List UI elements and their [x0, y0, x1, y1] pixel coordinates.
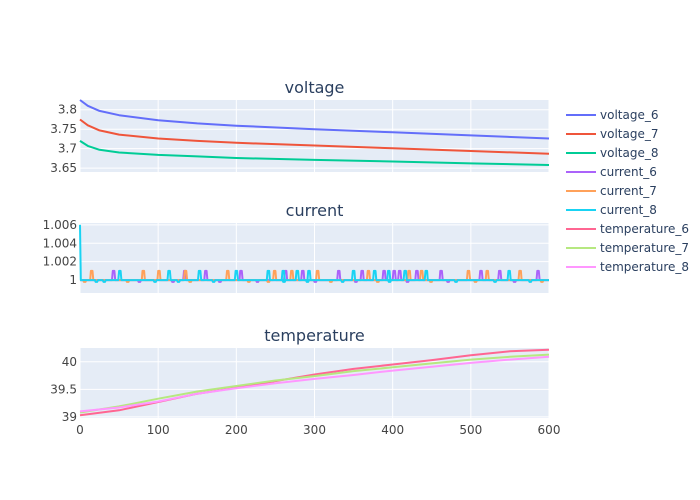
y-tick-label: 3.65 [50, 161, 77, 175]
legend-label: current_8 [600, 203, 657, 217]
legend-item-temperature_7[interactable]: temperature_7 [566, 241, 689, 255]
legend-label: voltage_8 [600, 146, 658, 160]
x-tick-label: 500 [459, 423, 482, 437]
series-line-voltage_7[interactable] [79, 118, 550, 155]
subplots: 3.65 3.7 3.75 3.8 voltage 1 1.002 1.004 1.006 cur… [43, 78, 561, 437]
legend-label: temperature_8 [600, 260, 689, 274]
x-tick-label: 100 [147, 423, 170, 437]
y-tick-label: 39 [62, 410, 77, 424]
legend-item-current_8[interactable]: current_8 [566, 203, 657, 217]
legend-item-temperature_6[interactable]: temperature_6 [566, 222, 689, 236]
legend-label: voltage_6 [600, 108, 658, 122]
y-tick-label: 1 [69, 273, 77, 287]
legend-label: current_7 [600, 184, 657, 198]
series-line-current_8[interactable] [79, 224, 549, 283]
legend-item-current_7[interactable]: current_7 [566, 184, 657, 198]
series-line-temperature_7[interactable] [79, 353, 550, 414]
x-tick-label: 300 [303, 423, 326, 437]
legend-item-current_6[interactable]: current_6 [566, 165, 657, 179]
legend-item-temperature_8[interactable]: temperature_8 [566, 260, 689, 274]
subplot-current: 1 1.002 1.004 1.006 current [43, 201, 550, 293]
y-tick-label: 3.8 [58, 103, 77, 117]
subplot-title: voltage [285, 78, 345, 97]
legend[interactable]: voltage_6 voltage_7 voltage_8 current_6curr… [566, 108, 689, 274]
series-line-temperature_8[interactable] [79, 355, 550, 413]
y-tick-label: 1.002 [43, 255, 77, 269]
x-tick-label: 0 [76, 423, 84, 437]
series-line-voltage_8[interactable] [79, 140, 550, 166]
legend-item-voltage_6[interactable]: voltage_6 [566, 108, 658, 122]
x-tick-label: 600 [538, 423, 561, 437]
y-tick-label: 1.004 [43, 236, 77, 250]
legend-label: voltage_7 [600, 127, 658, 141]
legend-label: temperature_6 [600, 222, 689, 236]
y-tick-label: 39.5 [50, 382, 77, 396]
x-tick-label: 400 [381, 423, 404, 437]
y-tick-label: 40 [62, 355, 77, 369]
series-line-voltage_6[interactable] [79, 99, 550, 140]
y-tick-label: 1.006 [43, 218, 77, 232]
subplot-title: temperature [264, 326, 365, 345]
subplot-title: current [286, 201, 344, 220]
legend-label: current_6 [600, 165, 657, 179]
x-tick-label: 200 [225, 423, 248, 437]
y-tick-label: 3.7 [58, 142, 77, 156]
legend-item-voltage_7[interactable]: voltage_7 [566, 127, 658, 141]
subplot-voltage: 3.65 3.7 3.75 3.8 voltage [50, 78, 550, 175]
subplot-temperature: 39 39.5 40 temperature [50, 326, 550, 424]
legend-item-voltage_8[interactable]: voltage_8 [566, 146, 658, 160]
legend-label: temperature_7 [600, 241, 689, 255]
y-tick-label: 3.75 [50, 122, 77, 136]
